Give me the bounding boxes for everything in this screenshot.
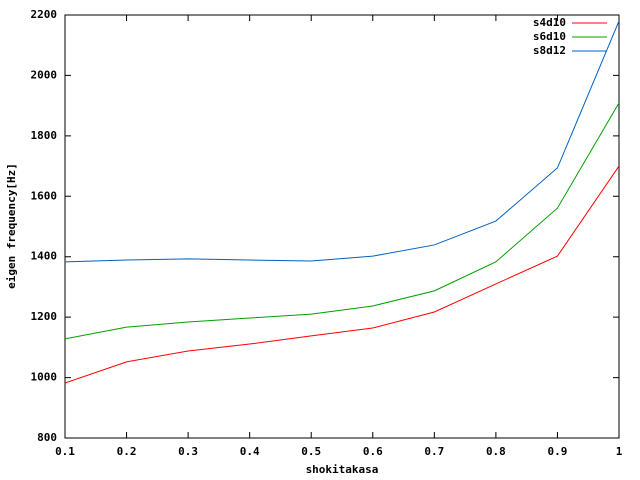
series-line [64,165,620,384]
legend-label: s8d12 [533,44,566,57]
x-axis-label: shokitakasa [306,463,379,476]
x-tick-label: 0.2 [117,445,137,458]
x-tick-label: 0.1 [55,445,75,458]
x-tick-label: 0.9 [548,445,568,458]
x-tick-label: 0.4 [240,445,260,458]
y-tick-label: 1000 [31,371,58,384]
y-tick-label: 1200 [31,310,58,323]
plot-frame [64,14,620,439]
y-axis-label: eigen frequency[Hz] [5,163,18,289]
legend-label: s4d10 [533,16,566,29]
y-tick-label: 1400 [31,250,58,263]
x-tick-label: 0.6 [363,445,383,458]
y-tick-label: 2000 [31,68,58,81]
series-line [64,102,620,340]
x-tick-label: 0.8 [486,445,506,458]
x-tick-label: 0.5 [301,445,321,458]
y-tick-label: 1600 [31,189,58,202]
y-tick-label: 2200 [31,8,58,21]
x-tick-label: 0.7 [424,445,444,458]
x-tick-label: 1 [616,445,623,458]
x-tick-label: 0.3 [178,445,198,458]
y-tick-label: 800 [37,431,57,444]
legend-label: s6d10 [533,30,566,43]
y-tick-label: 1800 [31,129,58,142]
series-line [64,20,620,263]
